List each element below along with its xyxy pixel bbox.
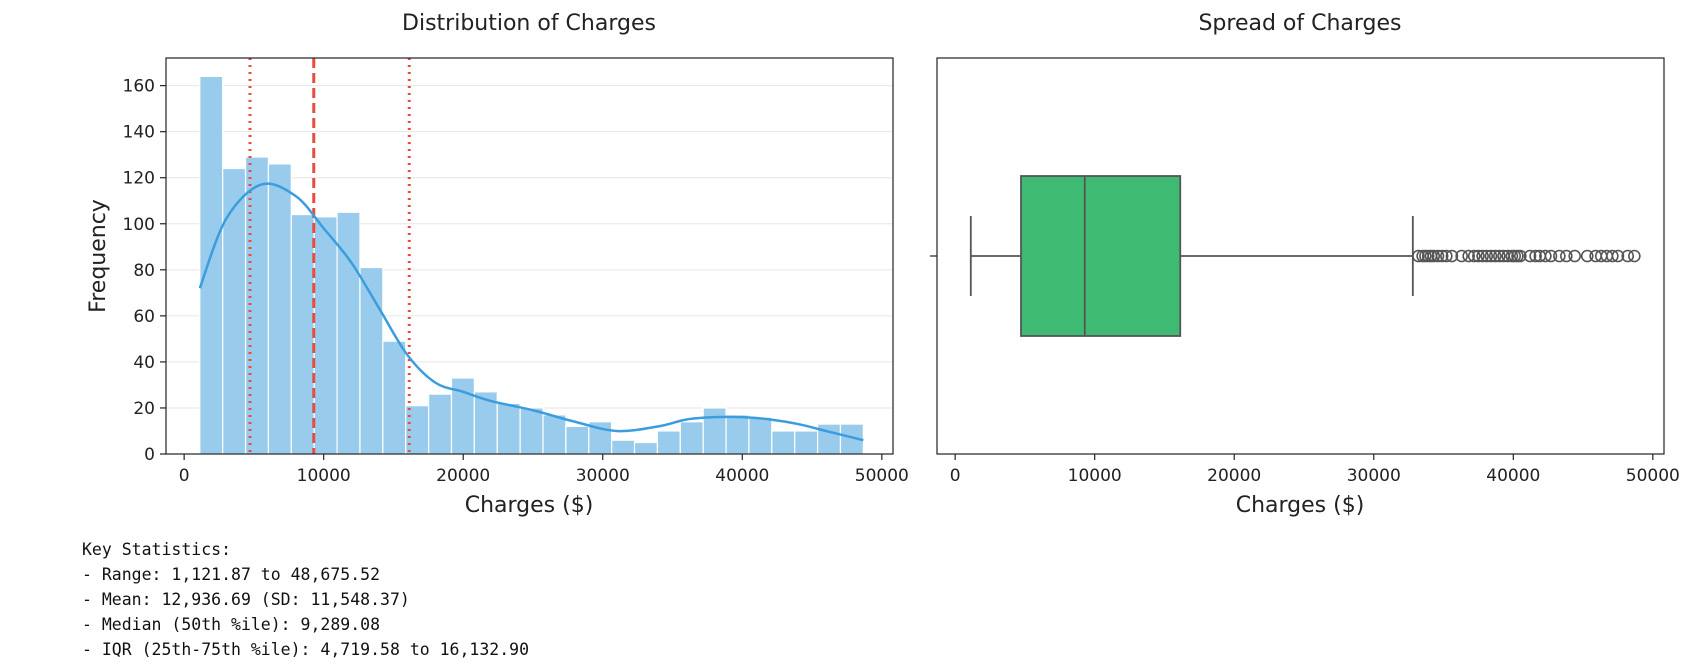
x-tick-label: 50000 (855, 466, 909, 486)
outlier-point (1440, 249, 1453, 263)
histogram-reference-lines (248, 58, 411, 454)
key-statistics-mean: - Mean: 12,936.69 (SD: 11,548.37) (82, 590, 410, 609)
outlier-point (1476, 249, 1489, 263)
histogram-bar (771, 430, 796, 455)
outlier-point (1513, 249, 1527, 263)
histogram-bar (313, 216, 338, 455)
y-tick-label: 20 (133, 399, 155, 419)
outlier-point (1553, 249, 1566, 263)
x-tick-label: 0 (950, 466, 961, 486)
kde-curve (198, 182, 864, 442)
outlier-point (1523, 249, 1537, 263)
outlier-point (1462, 249, 1475, 263)
histogram-bar (565, 425, 590, 455)
boxplot-elements (969, 175, 1641, 337)
outlier-point (1431, 249, 1445, 263)
x-tick-label: 30000 (1347, 466, 1401, 486)
iqr-box (1020, 175, 1182, 337)
y-tick-label: 120 (123, 169, 155, 189)
histogram-bar (222, 167, 247, 455)
histogram-bar (748, 416, 773, 455)
y-tick-label: 160 (123, 77, 155, 97)
histogram-bar (656, 430, 681, 455)
histogram-bars (199, 75, 864, 455)
histogram-bar (519, 407, 544, 455)
outlier-point (1539, 249, 1552, 263)
y-tick-label: 60 (133, 307, 155, 327)
x-tick-label: 40000 (1486, 466, 1540, 486)
histogram-bar (702, 407, 727, 455)
boxplot-x-ticks: 0 10000 20000 30000 40000 50000 (950, 454, 1680, 486)
histogram-bar (611, 439, 636, 455)
outlier-point (1480, 249, 1494, 263)
histogram-bar (382, 340, 407, 455)
histogram-title: Distribution of Charges (402, 11, 656, 36)
histogram-y-ticks: 0 20 40 60 80 100 120 140 160 (123, 77, 166, 465)
x-tick-label: 20000 (436, 466, 490, 486)
outlier-point (1427, 249, 1441, 263)
outlier-point (1544, 249, 1558, 263)
key-statistics-iqr: - IQR (25th-75th %ile): 4,719.58 to 16,1… (82, 640, 530, 659)
outlier-point (1621, 249, 1635, 263)
outlier-point (1455, 249, 1468, 263)
outlier-point (1493, 249, 1506, 263)
y-tick-label: 140 (123, 123, 155, 143)
outlier-point (1501, 249, 1515, 263)
histogram-panel: Distribution of Charges 0 10000 20000 30000… (86, 11, 909, 518)
outlier-point (1435, 249, 1449, 263)
histogram-bar (633, 441, 659, 455)
boxplot-x-label: Charges ($) (1236, 493, 1365, 518)
histogram-bar (290, 213, 315, 455)
histogram-bar (428, 393, 453, 455)
y-tick-label: 40 (133, 353, 155, 373)
x-tick-label: 20000 (1207, 466, 1261, 486)
outlier-point (1467, 249, 1481, 263)
outlier-point (1484, 249, 1498, 263)
key-statistics-median: - Median (50th %ile): 9,289.08 (82, 615, 381, 634)
boxplot-title: Spread of Charges (1198, 11, 1401, 36)
y-tick-label: 0 (144, 445, 155, 465)
outlier-point (1472, 249, 1485, 263)
x-tick-label: 10000 (297, 466, 351, 486)
outlier-point (1445, 249, 1459, 263)
outlier-point (1488, 249, 1502, 263)
key-statistics: Key Statistics: - Range: 1,121.87 to 48,… (82, 537, 529, 662)
boxplot-panel: Spread of Charges 0 10000 20000 30000 40000 5… (930, 11, 1680, 518)
histogram-axes-frame (165, 57, 894, 455)
histogram-bar (496, 402, 521, 455)
histogram-bar (794, 430, 819, 455)
outlier-point (1568, 249, 1581, 263)
x-tick-label: 30000 (576, 466, 630, 486)
x-tick-label: 40000 (715, 466, 769, 486)
histogram-bar (199, 75, 224, 455)
histogram-x-ticks: 0 10000 20000 30000 40000 50000 (179, 454, 909, 486)
y-tick-label: 100 (123, 215, 155, 235)
histogram-bar (679, 421, 704, 455)
outlier-point (1628, 249, 1641, 263)
key-statistics-range: - Range: 1,121.87 to 48,675.52 (82, 565, 381, 584)
outlier-point (1529, 249, 1542, 263)
outlier-point (1412, 249, 1425, 263)
x-tick-label: 10000 (1068, 466, 1122, 486)
histogram-x-label: Charges ($) (465, 493, 594, 518)
y-tick-label: 80 (133, 261, 155, 281)
x-tick-label: 0 (179, 466, 190, 486)
x-tick-label: 50000 (1626, 466, 1680, 486)
histogram-y-label: Frequency (86, 199, 111, 313)
histogram-bar (267, 163, 292, 455)
outlier-point (1611, 249, 1625, 263)
figure: Distribution of Charges 0 10000 20000 30000… (86, 11, 1680, 518)
outlier-point (1560, 249, 1573, 263)
key-statistics-title: Key Statistics: (82, 540, 232, 559)
outlier-point (1606, 249, 1619, 263)
outlier-point (1580, 249, 1594, 263)
histogram-bar (542, 414, 567, 455)
histogram-bar (725, 414, 750, 455)
